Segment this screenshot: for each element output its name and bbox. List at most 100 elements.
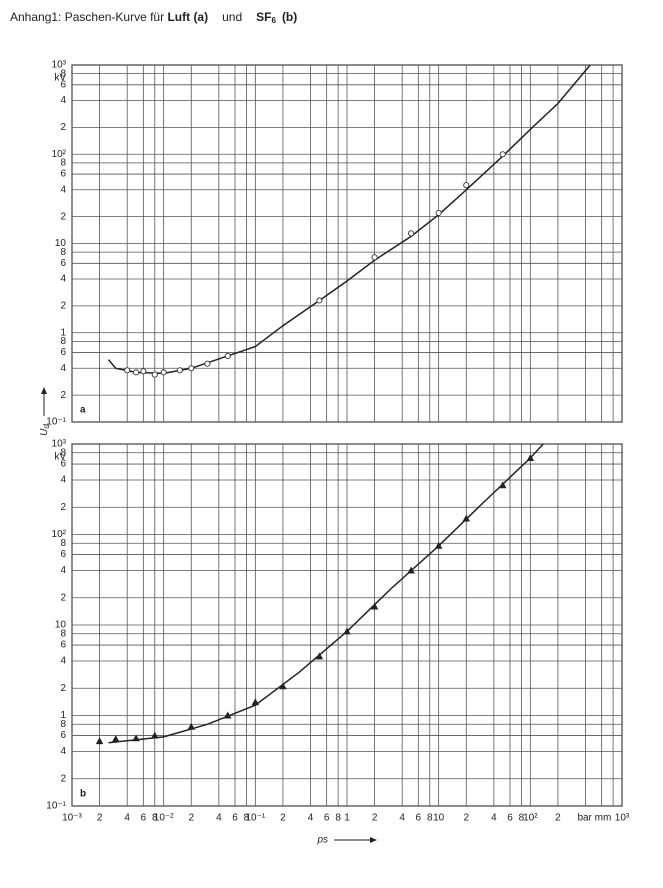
- title-part: und: [222, 10, 242, 24]
- data-point: [462, 514, 471, 522]
- x-tick-label: 4: [216, 813, 222, 824]
- data-point: [133, 369, 140, 376]
- x-tick-label: 10⁻²: [154, 813, 174, 824]
- y-tick-label: 6: [60, 258, 66, 269]
- x-tick-label: 6: [507, 813, 513, 824]
- data-point: [132, 734, 140, 742]
- data-point: [224, 352, 231, 359]
- y-tick-label: 4: [60, 95, 66, 106]
- data-point: [343, 627, 351, 635]
- x-tick-label: 1: [344, 813, 350, 824]
- y-arrow-head: [41, 387, 47, 394]
- y-tick-label: 6: [60, 169, 66, 180]
- y-tick-label: 1: [60, 710, 66, 721]
- x-tick-label: 6: [141, 813, 147, 824]
- x-tick-label: 4: [491, 813, 497, 824]
- x-tick-label: 8: [519, 813, 525, 824]
- y-tick-label: 2: [60, 592, 66, 603]
- data-point: [371, 254, 378, 261]
- data-point: [499, 151, 506, 158]
- data-point: [526, 454, 535, 461]
- panel-label: a: [80, 405, 86, 416]
- y-tick-label: 4: [60, 746, 66, 757]
- y-tick-label: 2: [60, 683, 66, 694]
- title-part: 6: [271, 16, 276, 25]
- title-part: SF: [256, 10, 271, 24]
- y-tick-label: 10²: [52, 529, 67, 540]
- y-label: Ud: [39, 424, 51, 436]
- x-tick-label: 6: [416, 813, 422, 824]
- y-tick-label: 2: [60, 122, 66, 133]
- y-tick-label: 8: [60, 538, 66, 549]
- data-point: [188, 365, 195, 372]
- x-tick-label: 2: [555, 813, 561, 824]
- y-tick-label: 10⁻¹: [46, 801, 66, 812]
- x-tick-label: 8: [152, 813, 158, 824]
- x-unit: bar mm: [577, 813, 611, 824]
- x-tick-label: 8: [244, 813, 250, 824]
- data-point: [187, 722, 196, 730]
- y-tick-label: 4: [60, 274, 66, 285]
- data-point: [407, 566, 415, 574]
- data-point: [140, 368, 147, 375]
- y-tick-label: 10: [55, 620, 67, 631]
- y-tick-label: 10²: [52, 149, 67, 160]
- y-tick-label: 2: [60, 773, 66, 784]
- y-tick-label: 8: [60, 447, 66, 458]
- y-label-main: U: [39, 428, 50, 436]
- x-tick-label: 6: [232, 813, 238, 824]
- data-point: [95, 737, 104, 745]
- y-tick-label: 10³: [52, 60, 67, 71]
- y-label-sub: d: [42, 424, 51, 429]
- y-tick-label: 8: [60, 628, 66, 639]
- x-tick-label: 2: [280, 813, 286, 824]
- y-tick-label: 10³: [52, 439, 67, 450]
- y-tick-label: 2: [60, 211, 66, 222]
- title-part: (b): [282, 10, 297, 24]
- y-tick-label: 6: [60, 640, 66, 651]
- x-tick-label: 10⁻¹: [245, 813, 265, 824]
- y-tick-label: 4: [60, 363, 66, 374]
- x-tick-label: 4: [308, 813, 314, 824]
- data-point: [435, 209, 442, 216]
- x-tick-label: 10³: [615, 813, 630, 824]
- data-point: [124, 367, 131, 374]
- data-point: [151, 371, 158, 378]
- y-tick-label: 6: [60, 459, 66, 470]
- y-label-text: Ud: [39, 424, 51, 436]
- y-tick-label: 1: [60, 327, 66, 338]
- data-point: [223, 711, 232, 719]
- x-tick-label: 10: [433, 813, 445, 824]
- data-point: [408, 230, 415, 237]
- data-point: [315, 652, 324, 660]
- y-tick-label: 2: [60, 301, 66, 312]
- y-unit: kV: [54, 452, 66, 463]
- data-point: [204, 360, 211, 367]
- x-tick-label: 2: [372, 813, 378, 824]
- y-tick-label: 6: [60, 79, 66, 90]
- y-tick-label: 6: [60, 549, 66, 560]
- x-tick-label: 8: [335, 813, 341, 824]
- y-tick-label: 10: [55, 238, 67, 249]
- data-point: [498, 481, 507, 489]
- data-point: [151, 731, 159, 739]
- y-tick-label: 2: [60, 390, 66, 401]
- y-tick-label: 6: [60, 347, 66, 358]
- title-part: Anhang1: Paschen-Kurve für: [10, 10, 164, 24]
- data-point: [370, 602, 379, 610]
- x-tick-label: 6: [324, 813, 330, 824]
- data-point: [434, 541, 443, 549]
- data-point: [160, 369, 167, 376]
- data-point: [111, 735, 120, 742]
- x-tick-label: 10²: [523, 813, 538, 824]
- x-tick-label: 8: [427, 813, 433, 824]
- y-tick-label: 10⁻¹: [46, 417, 66, 428]
- x-tick-label: 4: [399, 813, 405, 824]
- x-tick-label: 10⁻³: [62, 813, 82, 824]
- x-tick-label: 4: [124, 813, 130, 824]
- y-tick-label: 8: [60, 336, 66, 347]
- x-arrow-head: [370, 837, 377, 843]
- x-tick-label: 2: [463, 813, 469, 824]
- title-part: Luft (a): [167, 10, 208, 24]
